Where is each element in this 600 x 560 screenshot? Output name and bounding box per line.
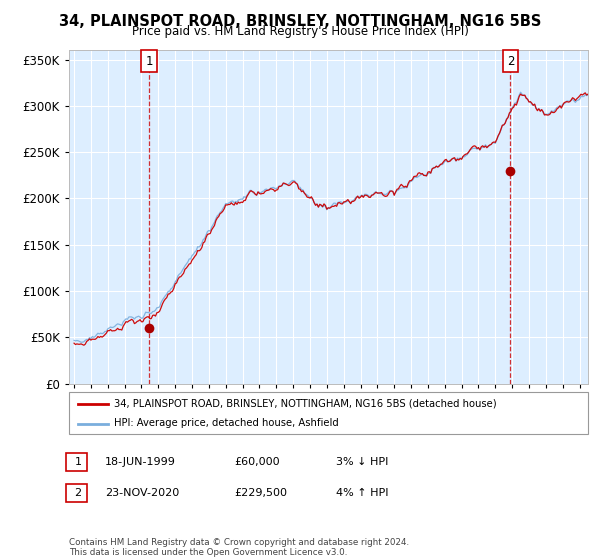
Text: 3% ↓ HPI: 3% ↓ HPI xyxy=(336,457,388,467)
Bar xyxy=(503,50,518,72)
Text: 2: 2 xyxy=(507,55,514,68)
Text: 34, PLAINSPOT ROAD, BRINSLEY, NOTTINGHAM, NG16 5BS (detached house): 34, PLAINSPOT ROAD, BRINSLEY, NOTTINGHAM… xyxy=(114,399,497,409)
Text: 2: 2 xyxy=(74,488,82,498)
Text: Price paid vs. HM Land Registry's House Price Index (HPI): Price paid vs. HM Land Registry's House … xyxy=(131,25,469,38)
Text: £229,500: £229,500 xyxy=(234,488,287,498)
Text: 18-JUN-1999: 18-JUN-1999 xyxy=(105,457,176,467)
Text: 23-NOV-2020: 23-NOV-2020 xyxy=(105,488,179,498)
Text: 1: 1 xyxy=(74,457,82,467)
Text: HPI: Average price, detached house, Ashfield: HPI: Average price, detached house, Ashf… xyxy=(114,418,339,428)
Text: 34, PLAINSPOT ROAD, BRINSLEY, NOTTINGHAM, NG16 5BS: 34, PLAINSPOT ROAD, BRINSLEY, NOTTINGHAM… xyxy=(59,14,541,29)
Text: 1: 1 xyxy=(145,55,153,68)
Text: 4% ↑ HPI: 4% ↑ HPI xyxy=(336,488,389,498)
Text: Contains HM Land Registry data © Crown copyright and database right 2024.
This d: Contains HM Land Registry data © Crown c… xyxy=(69,538,409,557)
Text: £60,000: £60,000 xyxy=(234,457,280,467)
Bar xyxy=(142,50,157,72)
